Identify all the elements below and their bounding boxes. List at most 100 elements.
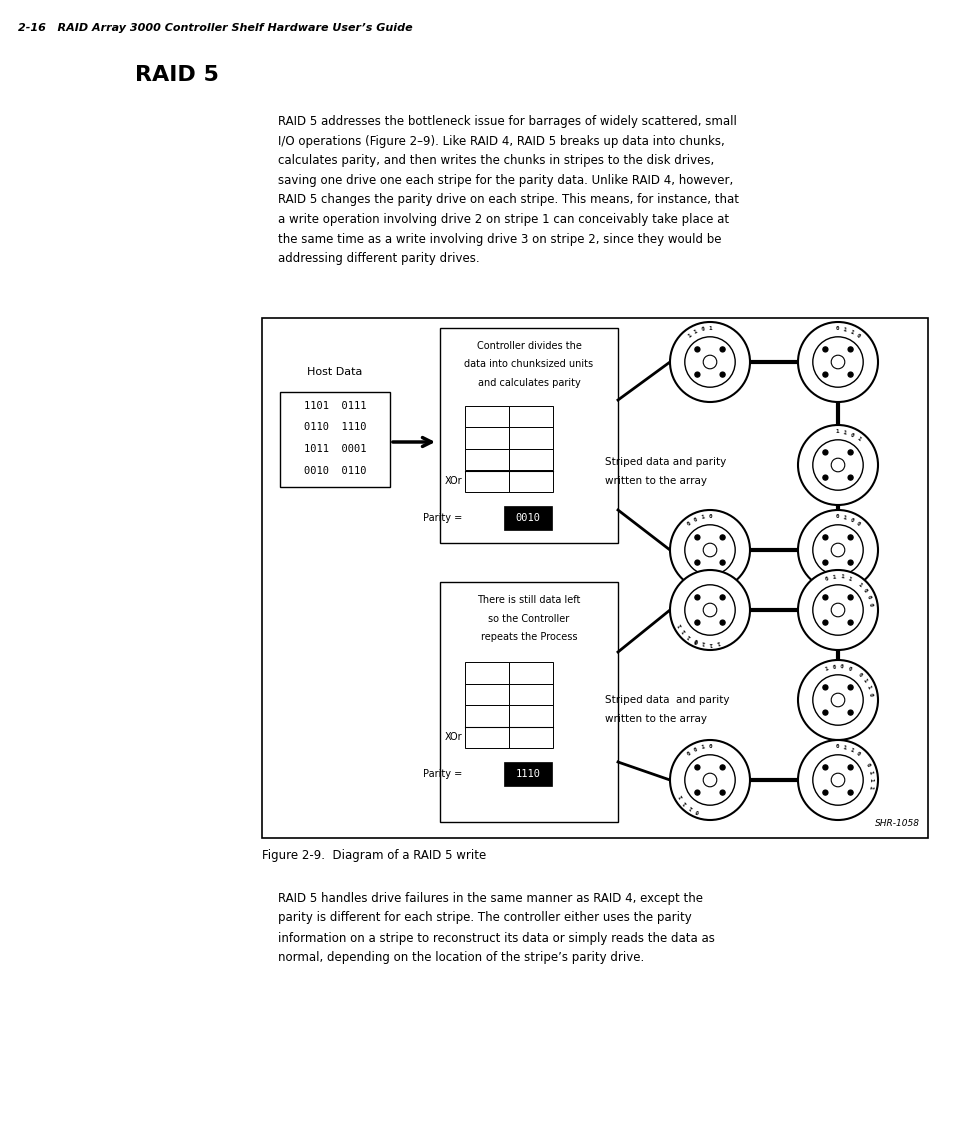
Text: 1: 1 — [687, 804, 693, 811]
Circle shape — [847, 790, 852, 795]
Text: I/O operations (Figure 2–9). Like RAID 4, RAID 5 breaks up data into chunks,: I/O operations (Figure 2–9). Like RAID 4… — [277, 135, 724, 148]
Circle shape — [822, 450, 827, 455]
Text: 1011: 1011 — [474, 711, 499, 720]
Text: Parity =: Parity = — [422, 513, 461, 523]
Text: 1: 1 — [686, 333, 692, 339]
Circle shape — [847, 685, 852, 690]
Circle shape — [822, 347, 827, 352]
FancyBboxPatch shape — [439, 582, 618, 822]
Circle shape — [822, 621, 827, 625]
Text: 1: 1 — [700, 744, 704, 750]
Text: RAID 5 addresses the bottleneck issue for barrages of widely scattered, small: RAID 5 addresses the bottleneck issue fo… — [277, 116, 736, 128]
Text: 0: 0 — [863, 763, 870, 767]
Text: 1: 1 — [861, 678, 867, 684]
Text: 0: 0 — [686, 521, 692, 527]
Text: Controller divides the: Controller divides the — [476, 341, 580, 352]
Text: Host Data: Host Data — [307, 368, 362, 377]
Text: addressing different parity drives.: addressing different parity drives. — [277, 252, 479, 264]
FancyBboxPatch shape — [509, 726, 553, 748]
FancyBboxPatch shape — [464, 471, 509, 492]
Circle shape — [830, 693, 844, 706]
Text: 1: 1 — [846, 576, 851, 582]
Circle shape — [702, 603, 716, 617]
Circle shape — [812, 755, 862, 805]
Text: 1101: 1101 — [474, 412, 499, 421]
Text: 0: 0 — [839, 664, 843, 670]
Text: saving one drive one each stripe for the parity data. Unlike RAID 4, however,: saving one drive one each stripe for the… — [277, 174, 733, 187]
Circle shape — [847, 621, 852, 625]
Text: 0110: 0110 — [518, 733, 543, 742]
Circle shape — [694, 621, 700, 625]
Text: 1: 1 — [700, 640, 705, 646]
Text: 0: 0 — [855, 751, 861, 757]
FancyBboxPatch shape — [509, 449, 553, 471]
Text: 0: 0 — [861, 587, 867, 593]
Text: 1: 1 — [700, 515, 704, 520]
Circle shape — [812, 440, 862, 490]
FancyBboxPatch shape — [464, 726, 509, 748]
Circle shape — [797, 660, 877, 740]
Text: Figure 2-9.  Diagram of a RAID 5 write: Figure 2-9. Diagram of a RAID 5 write — [262, 848, 486, 861]
FancyBboxPatch shape — [262, 318, 927, 838]
Circle shape — [812, 585, 862, 635]
Text: 1: 1 — [856, 582, 862, 589]
FancyBboxPatch shape — [509, 705, 553, 726]
Text: 0110: 0110 — [474, 433, 499, 443]
Circle shape — [720, 372, 724, 377]
Text: 1110: 1110 — [518, 689, 543, 700]
Text: XOr: XOr — [444, 733, 461, 742]
Text: 0: 0 — [835, 514, 839, 520]
Circle shape — [812, 337, 862, 387]
Text: 0010: 0010 — [474, 733, 499, 742]
Circle shape — [684, 337, 735, 387]
Circle shape — [720, 765, 724, 769]
Text: 1: 1 — [841, 515, 846, 520]
Text: written to the array: written to the array — [604, 476, 706, 487]
Circle shape — [694, 560, 700, 566]
Circle shape — [822, 475, 827, 480]
Text: 1: 1 — [693, 329, 698, 335]
Circle shape — [694, 790, 700, 795]
Text: 0: 0 — [686, 751, 692, 757]
Circle shape — [822, 595, 827, 600]
Text: normal, depending on the location of the stripe’s parity drive.: normal, depending on the location of the… — [277, 951, 643, 964]
FancyBboxPatch shape — [509, 471, 553, 492]
Text: written to the array: written to the array — [604, 714, 706, 725]
Circle shape — [797, 510, 877, 590]
Circle shape — [822, 560, 827, 566]
Text: 0110  1110: 0110 1110 — [303, 423, 366, 433]
Text: 0: 0 — [708, 514, 712, 520]
Text: 0010  0110: 0010 0110 — [303, 466, 366, 475]
Circle shape — [847, 560, 852, 566]
Circle shape — [847, 450, 852, 455]
Text: SHR-1058: SHR-1058 — [874, 819, 919, 828]
Text: 1: 1 — [832, 575, 836, 579]
Circle shape — [797, 425, 877, 505]
Circle shape — [684, 524, 735, 575]
Text: 0: 0 — [855, 333, 861, 339]
Text: data into chunksized units: data into chunksized units — [464, 360, 593, 370]
Circle shape — [684, 585, 735, 635]
Text: calculates parity, and then writes the chunks in stripes to the disk drives,: calculates parity, and then writes the c… — [277, 155, 714, 167]
Text: 0: 0 — [855, 521, 861, 527]
FancyBboxPatch shape — [509, 662, 553, 684]
FancyBboxPatch shape — [464, 449, 509, 471]
Circle shape — [822, 710, 827, 716]
Circle shape — [847, 535, 852, 540]
FancyBboxPatch shape — [503, 763, 552, 785]
Text: a write operation involving drive 2 on stripe 1 can conceivably take place at: a write operation involving drive 2 on s… — [277, 213, 728, 226]
Text: Striped data and parity: Striped data and parity — [604, 457, 725, 467]
Text: 0: 0 — [848, 516, 854, 523]
Text: 1: 1 — [866, 784, 872, 789]
Text: RAID 5 changes the parity drive on each stripe. This means, for instance, that: RAID 5 changes the parity drive on each … — [277, 194, 739, 206]
Text: 0: 0 — [848, 432, 854, 437]
Text: 1011: 1011 — [474, 455, 499, 465]
Text: 1: 1 — [823, 665, 829, 672]
Text: 0: 0 — [835, 744, 839, 749]
Circle shape — [720, 790, 724, 795]
Text: 1011: 1011 — [474, 668, 499, 678]
Circle shape — [822, 790, 827, 795]
Text: 0010: 0010 — [474, 476, 499, 487]
Circle shape — [797, 740, 877, 820]
Circle shape — [822, 685, 827, 690]
